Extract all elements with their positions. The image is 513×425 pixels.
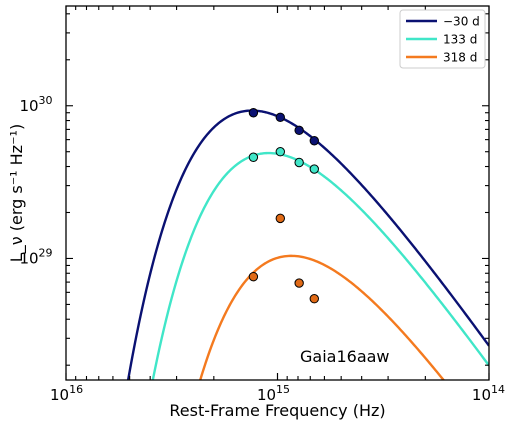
annotation-label: Gaia16aaw	[300, 347, 390, 366]
model-curve-2	[198, 254, 446, 380]
legend: −30 d 133 d 318 d	[399, 9, 486, 69]
data-point-1-3	[309, 164, 319, 174]
x-tick-label: 1014	[472, 383, 505, 404]
y-tick-label: 1030	[19, 94, 52, 115]
y-axis-label: L_ν (erg s⁻¹ Hz⁻¹)	[7, 124, 27, 262]
data-point-2-3	[309, 294, 319, 304]
x-tick-label: 1016	[50, 383, 83, 404]
legend-label: 133 d	[443, 33, 477, 47]
x-axis-label: Rest-Frame Frequency (Hz)	[169, 401, 385, 420]
y-tick-label: 1029	[19, 246, 52, 267]
data-point-0-3	[309, 136, 319, 146]
data-point-2-0	[248, 271, 259, 282]
data-point-1-1	[275, 147, 285, 157]
legend-label: 318 d	[443, 51, 477, 65]
data-point-1-2	[294, 157, 304, 168]
data-point-0-1	[275, 112, 285, 123]
data-point-1-0	[248, 152, 259, 162]
data-point-0-2	[294, 125, 304, 136]
legend-box	[399, 9, 486, 69]
data-point-2-2	[294, 278, 304, 288]
x-tick-label: 1015	[257, 383, 290, 404]
legend-label: −30 d	[443, 15, 480, 29]
data-point-0-0	[248, 108, 259, 118]
data-point-2-1	[275, 213, 285, 224]
